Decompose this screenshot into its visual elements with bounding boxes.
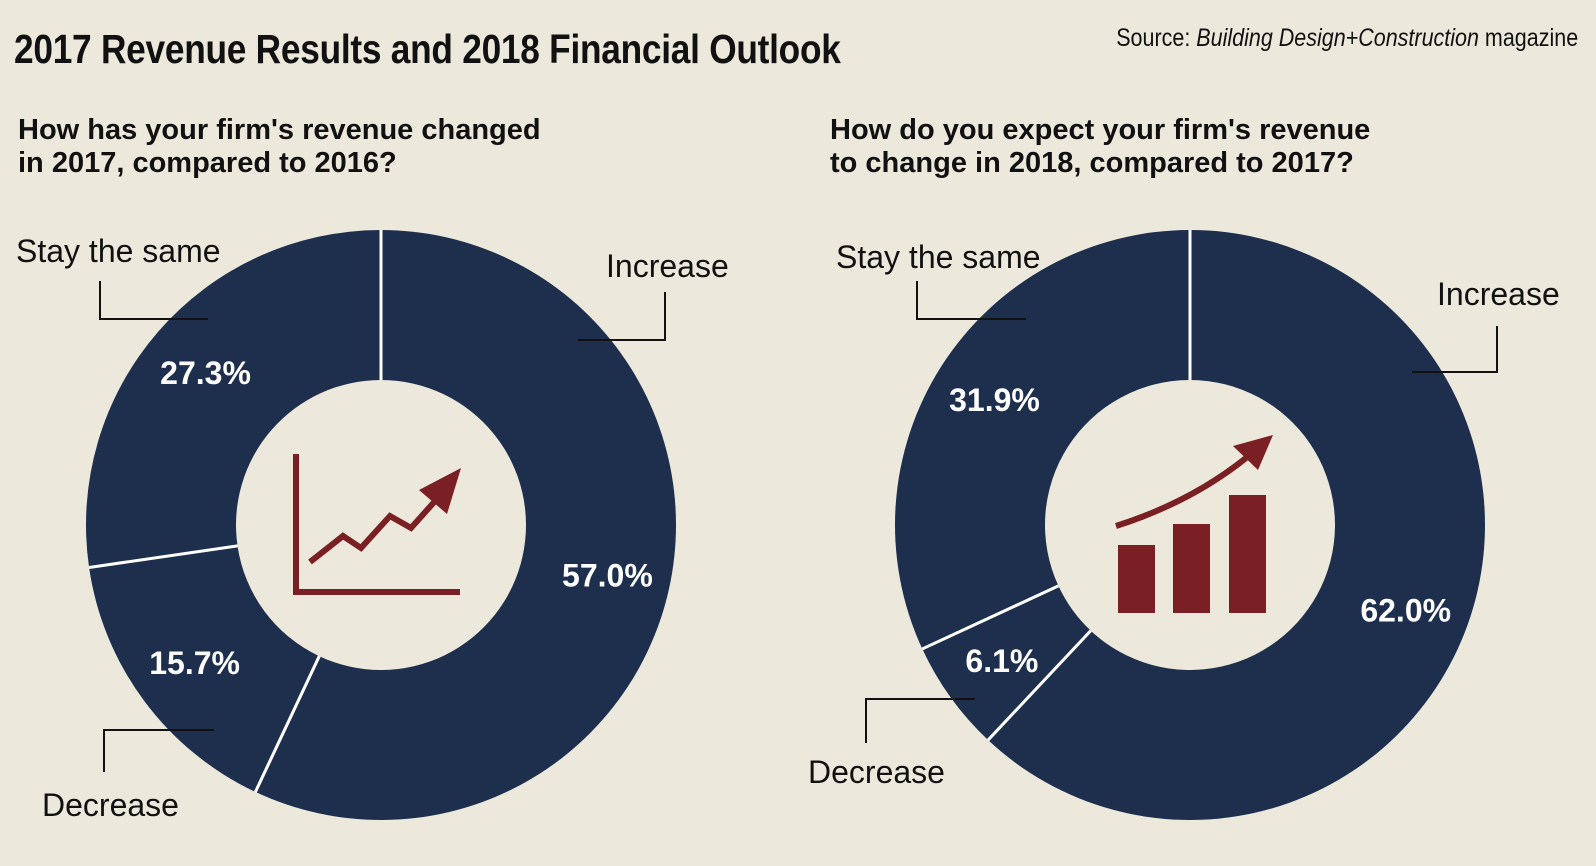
chart-2-leader-stay-the-same [916, 281, 1026, 320]
source-publication: Building Design+Construction [1196, 24, 1479, 52]
chart-1-title-line-1: How has your firm's revenue changed [18, 114, 541, 146]
chart-2-leader-increase [1412, 326, 1498, 373]
chart-1-leader-stay-the-same [99, 281, 208, 320]
chart-2-value-increase: 62.0% [1360, 592, 1451, 628]
chart-1-label-decrease: Decrease [42, 787, 179, 823]
chart-2-title-line-2: to change in 2018, compared to 2017? [830, 147, 1354, 179]
chart-1-title: How has your firm's revenue changed in 2… [18, 114, 541, 180]
chart-1-leader-increase [578, 292, 666, 341]
chart-2-label-decrease: Decrease [808, 754, 945, 790]
chart-1-slice-increase [255, 230, 677, 820]
chart-1-label-increase: Increase [606, 248, 729, 284]
chart-2-leader-decrease [865, 698, 975, 743]
chart-2-label-stay-the-same: Stay the same [836, 239, 1041, 275]
chart-1-value-decrease: 15.7% [149, 645, 240, 681]
chart-2-title-line-1: How do you expect your firm's revenue [830, 114, 1371, 146]
page-title: 2017 Revenue Results and 2018 Financial … [14, 26, 841, 72]
source-prefix: Source: [1116, 24, 1191, 52]
chart-2-value-decrease: 6.1% [965, 643, 1038, 679]
chart-2-divider [921, 584, 1060, 651]
chart-2-divider [986, 629, 1092, 742]
chart-1-divider [254, 655, 321, 793]
chart-1-value-increase: 57.0% [562, 558, 653, 594]
source-credit: Source: Building Design+Construction mag… [1116, 24, 1578, 53]
chart-1-title-line-2: in 2017, compared to 2016? [18, 147, 397, 179]
chart-1-leader-decrease [103, 729, 214, 772]
chart-2-slice-increase [988, 230, 1486, 820]
chart-1-value-stay-the-same: 27.3% [160, 355, 251, 391]
chart-2-slice-stay-the-same [895, 230, 1190, 649]
chart-1-label-stay-the-same: Stay the same [16, 233, 221, 269]
chart-1-divider [88, 544, 238, 569]
line-chart-up-icon [293, 454, 461, 595]
bar-chart-growth-icon [1115, 435, 1273, 613]
chart-2-value-stay-the-same: 31.9% [949, 382, 1040, 418]
chart-2-slice-decrease [922, 585, 1091, 741]
chart-2-title: How do you expect your firm's revenue to… [830, 114, 1370, 180]
source-suffix: magazine [1484, 24, 1578, 52]
chart-2-label-increase: Increase [1437, 276, 1560, 312]
chart-1-slice-decrease [89, 545, 320, 792]
chart-1-slice-stay-the-same [85, 230, 381, 568]
